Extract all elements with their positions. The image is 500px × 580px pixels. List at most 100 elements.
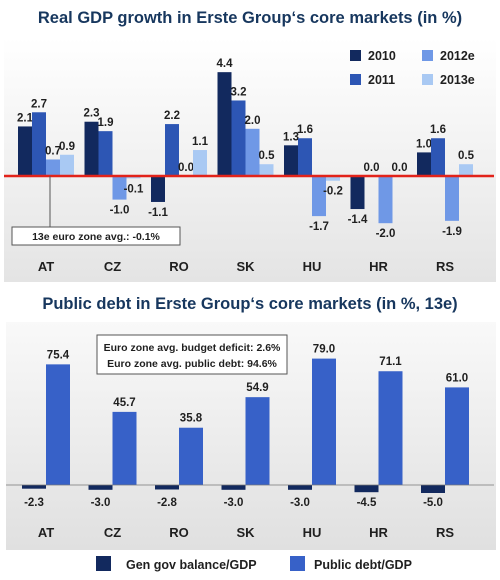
chart1-legend: 2010 2012e 2011 2013e — [350, 49, 475, 87]
bar-hu-2011 — [298, 138, 312, 176]
value-label-sk-balance: -3.0 — [224, 497, 244, 509]
category-label-at: AT — [38, 525, 54, 540]
bar-at-balance — [22, 485, 46, 489]
bar-rs-balance — [421, 485, 445, 493]
value-label-sk-debt: 54.9 — [246, 382, 268, 394]
bar-hu-debt — [312, 358, 336, 485]
value-label-ro-2011: 2.2 — [164, 110, 180, 122]
value-label-hu-balance: -3.0 — [290, 497, 310, 509]
bar-rs-2010 — [417, 152, 431, 176]
bar-cz-2010 — [84, 121, 99, 176]
value-label-hu-2011: 1.6 — [297, 124, 313, 136]
bar-rs-2013e — [459, 164, 473, 176]
bar-hu-2010 — [284, 145, 298, 176]
bar-at-2012e — [46, 159, 60, 176]
value-label-rs-2011: 1.6 — [430, 124, 446, 136]
bar-cz-2012e — [112, 176, 127, 200]
value-label-sk-2012e: 2.0 — [245, 115, 261, 127]
bar-cz-2011 — [98, 131, 113, 176]
bar-rs-2011 — [431, 138, 445, 176]
eurozone-debt-box — [96, 334, 288, 375]
bar-hr-debt — [378, 371, 403, 485]
bar-at-2013e — [60, 154, 74, 176]
eurozone-deficit-label: Euro zone avg. budget deficit: 2.6% — [104, 342, 281, 354]
value-label-hr-2012e: -2.0 — [376, 228, 396, 240]
eurozone-avg-label: 13e euro zone avg.: -0.1% — [32, 231, 160, 243]
category-label-ro: RO — [169, 259, 189, 274]
category-label-sk: SK — [236, 525, 255, 540]
value-label-at-2011: 2.7 — [31, 98, 47, 110]
value-label-at-2010: 2.1 — [17, 112, 34, 124]
value-label-at-2012e: 0.7 — [45, 145, 61, 157]
eurozone-avg-box — [11, 226, 181, 246]
value-label-hu-debt: 79.0 — [313, 344, 335, 356]
bar-ro-balance — [155, 485, 179, 490]
eurozone-debt-label: Euro zone avg. public debt: 94.6% — [107, 358, 277, 370]
value-label-at-debt: 75.4 — [47, 349, 70, 361]
value-label-rs-2013e: 0.5 — [458, 150, 475, 162]
value-label-rs-debt: 61.0 — [446, 372, 468, 384]
bar-at-2011 — [32, 112, 46, 176]
value-label-cz-2010: 2.3 — [84, 108, 100, 120]
value-label-at-2013e: 0.9 — [59, 141, 75, 153]
legend-swatch-2013e — [422, 74, 433, 85]
chart1-title: Real GDP growth in Erste Group‘s core ma… — [38, 9, 462, 27]
bar-rs-2012e — [445, 176, 459, 221]
bar-at-2010 — [18, 126, 32, 176]
value-label-rs-2012e: -1.9 — [442, 226, 462, 238]
bar-ro-2010 — [151, 176, 165, 202]
value-label-ro-balance: -2.8 — [157, 497, 177, 509]
bar-ro-2013e — [193, 150, 207, 176]
value-label-hu-2013e: -0.2 — [323, 186, 343, 198]
category-label-hu: HU — [303, 259, 322, 274]
value-label-hu-2012e: -1.7 — [309, 221, 329, 233]
legend-swatch-balance — [96, 556, 111, 571]
value-label-cz-balance: -3.0 — [91, 497, 111, 509]
category-label-cz: CZ — [104, 259, 121, 274]
legend-swatch-2010 — [350, 50, 361, 61]
category-label-hr: HR — [369, 259, 388, 274]
category-label-cz: CZ — [104, 525, 121, 540]
legend-label-debt: Public debt/GDP — [314, 558, 412, 572]
bar-sk-2011 — [231, 100, 246, 176]
value-label-cz-debt: 45.7 — [113, 397, 135, 409]
bar-hr-2010 — [350, 176, 365, 210]
value-label-rs-2010: 1.0 — [416, 138, 432, 150]
legend-label-2013e: 2013e — [440, 73, 475, 87]
value-label-sk-2013e: 0.5 — [259, 150, 276, 162]
value-label-ro-2010: -1.1 — [148, 207, 168, 219]
value-label-ro-2013e: 1.1 — [192, 136, 209, 148]
value-label-ro-2012e: 0.0 — [178, 162, 194, 174]
value-label-hr-2011: 0.0 — [364, 162, 380, 174]
category-label-sk: SK — [236, 259, 255, 274]
bar-sk-2010 — [217, 72, 232, 176]
category-label-hr: HR — [369, 525, 388, 540]
value-label-hr-debt: 71.1 — [379, 356, 402, 368]
bar-hr-balance — [354, 485, 379, 493]
bar-sk-balance — [221, 485, 246, 490]
bar-ro-2011 — [165, 124, 179, 176]
category-label-hu: HU — [303, 525, 322, 540]
value-label-sk-2010: 4.4 — [217, 58, 234, 70]
chart2-legend: Gen gov balance/GDP Public debt/GDP — [96, 556, 412, 572]
category-label-rs: RS — [436, 259, 454, 274]
bar-rs-debt — [445, 387, 469, 485]
legend-label-2012e: 2012e — [440, 49, 475, 63]
bar-cz-debt — [112, 411, 137, 485]
legend-swatch-2011 — [350, 74, 361, 85]
value-label-ro-debt: 35.8 — [180, 413, 203, 425]
bar-sk-2012e — [245, 128, 260, 176]
legend-label-2010: 2010 — [368, 49, 396, 63]
chart2-title: Public debt in Erste Group‘s core market… — [42, 295, 457, 313]
value-label-cz-2013e: -0.1 — [124, 183, 144, 195]
value-label-at-balance: -2.3 — [24, 497, 44, 509]
legend-label-balance: Gen gov balance/GDP — [126, 558, 257, 572]
legend-swatch-debt — [290, 556, 305, 571]
bar-sk-debt — [245, 397, 270, 485]
category-label-at: AT — [38, 259, 54, 274]
bar-cz-balance — [88, 485, 113, 490]
value-label-hr-2013e: 0.0 — [392, 162, 408, 174]
value-label-rs-balance: -5.0 — [423, 497, 443, 509]
bar-at-debt — [46, 364, 70, 485]
value-label-hu-2010: 1.3 — [283, 131, 299, 143]
